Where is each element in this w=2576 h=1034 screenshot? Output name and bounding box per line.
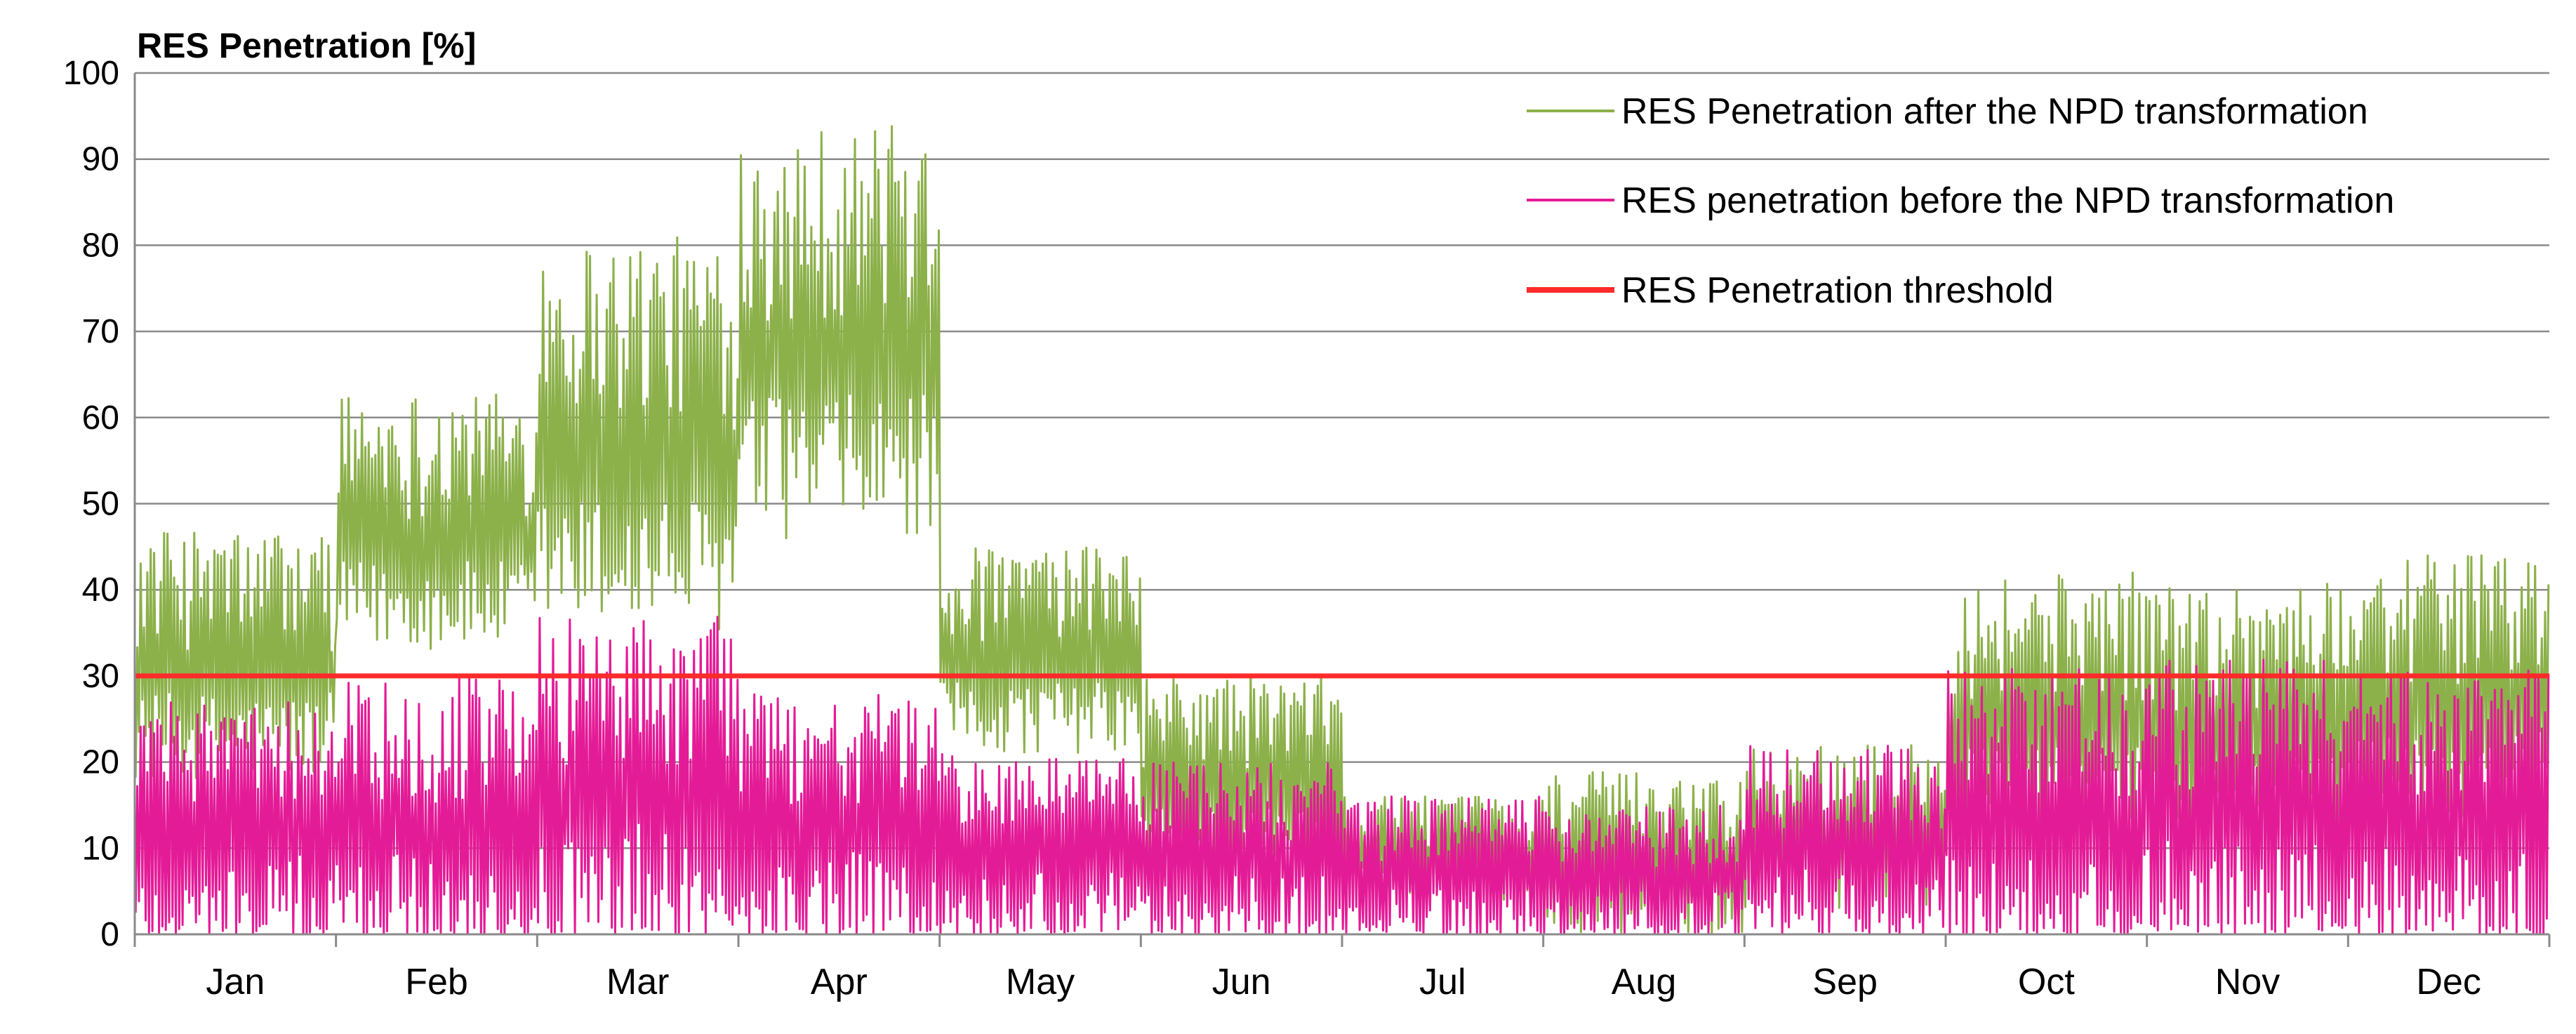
x-tick-label: Jan	[206, 962, 265, 1002]
series-before-npd	[134, 616, 2550, 936]
x-tick-label: Feb	[405, 962, 468, 1002]
y-tick-label: 50	[82, 486, 119, 523]
y-tick-label: 0	[100, 916, 119, 953]
series-trace	[134, 125, 2550, 934]
legend: RES Penetration after the NPD transforma…	[1527, 91, 2394, 311]
y-tick-label: 20	[82, 744, 119, 781]
y-tick-label: 100	[63, 55, 119, 92]
series-after-npd	[134, 125, 2550, 934]
series-trace	[134, 616, 2550, 936]
y-tick-labels: 0 10 20 30 40 50 60 70 80 90 100	[63, 55, 119, 953]
legend-label-before-npd: RES penetration before the NPD transform…	[1621, 180, 2394, 221]
y-tick-label: 60	[82, 399, 119, 437]
x-tick-label: Jun	[1212, 962, 1271, 1002]
x-tick-label: May	[1006, 962, 1075, 1002]
x-tick-label: Mar	[606, 962, 670, 1002]
legend-label-after-npd: RES Penetration after the NPD transforma…	[1621, 91, 2368, 132]
y-tick-label: 70	[82, 313, 119, 350]
y-tick-label: 90	[82, 141, 119, 178]
y-tick-label: 30	[82, 658, 119, 695]
legend-label-threshold: RES Penetration threshold	[1621, 270, 2054, 311]
x-tick-label: Nov	[2215, 962, 2280, 1002]
x-tick-label: Sep	[1812, 962, 1878, 1002]
x-tick-label: Oct	[2018, 962, 2075, 1002]
x-tick-label: Dec	[2416, 962, 2481, 1002]
y-tick-label: 80	[82, 227, 119, 264]
y-tick-label: 10	[82, 830, 119, 867]
x-tick-label: Apr	[811, 962, 868, 1002]
x-tick-label: Jul	[1419, 962, 1466, 1002]
axes	[133, 73, 2551, 947]
y-axis-title: RES Penetration [%]	[137, 26, 476, 65]
x-tick-labels: Jan Feb Mar Apr May Jun Jul Aug Sep Oct Nov Dec	[206, 962, 2481, 1002]
x-tick-label: Aug	[1612, 962, 1677, 1002]
y-tick-label: 40	[82, 571, 119, 609]
